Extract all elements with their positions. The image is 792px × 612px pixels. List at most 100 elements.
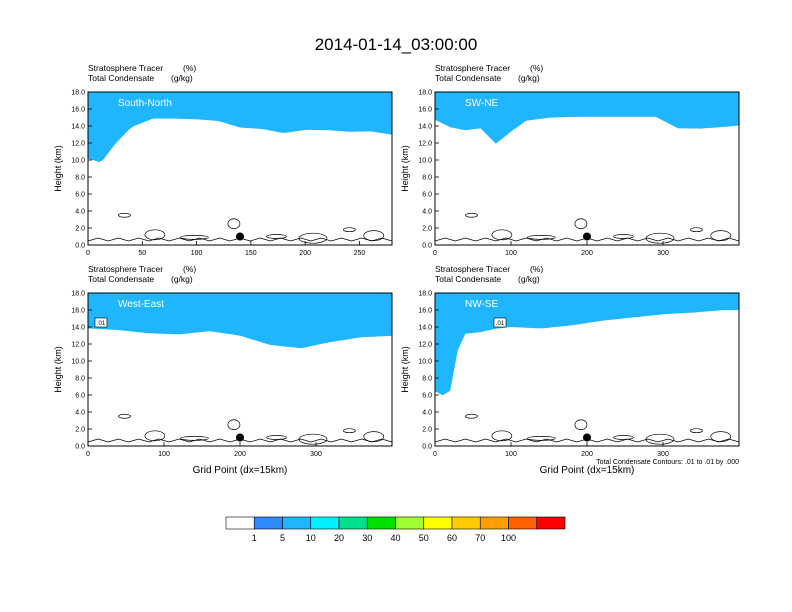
y-tick-label: 8.0 xyxy=(422,376,432,383)
left-string-2: Total Condensate xyxy=(435,73,501,83)
x-tick-label: 100 xyxy=(505,451,517,458)
y-tick-label: 4.0 xyxy=(75,410,85,417)
y-axis-label: Height (km) xyxy=(400,346,410,393)
y-tick-label: 0.0 xyxy=(75,243,85,250)
y-tick-label: 4.0 xyxy=(422,209,432,216)
y-tick-label: 0.0 xyxy=(422,243,432,250)
x-tick-label: 100 xyxy=(191,250,203,257)
contour-loop xyxy=(266,234,287,239)
contour-info-note: Total Condensate Contours: .01 to .01 by… xyxy=(596,459,739,466)
y-tick-label: 2.0 xyxy=(75,427,85,434)
colorbar-box xyxy=(310,516,340,530)
left-string-1: Stratosphere Tracer xyxy=(88,264,163,274)
y-tick-label: 16.0 xyxy=(418,107,432,114)
right-string-1: (%) xyxy=(183,264,196,274)
y-tick-label: 16.0 xyxy=(71,308,85,315)
colorbar-label: 60 xyxy=(447,533,457,543)
x-tick-label: 0 xyxy=(86,250,90,257)
colorbar-box xyxy=(338,516,368,530)
y-tick-label: 2.0 xyxy=(75,226,85,233)
x-tick-label: 50 xyxy=(138,250,146,257)
tracer-fill xyxy=(435,92,739,144)
contour-label-box xyxy=(94,317,108,328)
y-tick-label: 10.0 xyxy=(71,359,85,366)
y-tick-label: 14.0 xyxy=(418,124,432,131)
y-tick-label: 6.0 xyxy=(75,393,85,400)
contour-loop xyxy=(118,413,131,419)
x-tick-label: 250 xyxy=(354,250,366,257)
panel-1: 0.0 2.0 4.0 6.0 8.0 10.0 12.0 14.0 16.0 18.0 0 50 10… xyxy=(53,63,393,257)
contour-loop xyxy=(491,430,513,442)
right-string-2: (g/kg) xyxy=(171,274,193,284)
colorbar-box xyxy=(282,516,312,530)
y-tick-label: 10.0 xyxy=(71,158,85,165)
colorbar: 1 5 10 20 30 40 50 60 70 100 xyxy=(225,516,566,543)
panels: 0.0 2.0 4.0 6.0 8.0 10.0 12.0 14.0 16.0 18.0 0 50 10… xyxy=(53,63,740,476)
y-tick-label: 12.0 xyxy=(418,141,432,148)
contour-loop xyxy=(144,229,166,241)
y-tick-label: 6.0 xyxy=(422,192,432,199)
contour-loop xyxy=(690,428,703,434)
station-marker xyxy=(236,232,244,241)
colorbar-box xyxy=(366,516,396,530)
left-string-2: Total Condensate xyxy=(435,274,501,284)
x-tick-label: 100 xyxy=(505,250,517,257)
right-string-1: (%) xyxy=(530,63,543,73)
plot-frame xyxy=(87,91,393,246)
panel-label: NW-SE xyxy=(465,299,498,310)
station-marker xyxy=(583,433,591,442)
y-tick-label: 6.0 xyxy=(75,192,85,199)
y-axis-label: Height (km) xyxy=(400,145,410,192)
y-tick-label: 10.0 xyxy=(418,359,432,366)
contour-loop xyxy=(690,227,703,233)
contour-loop xyxy=(227,218,241,230)
right-string-2: (g/kg) xyxy=(518,73,540,83)
right-string-1: (%) xyxy=(530,264,543,274)
contour-loop xyxy=(613,234,634,239)
colorbar-label: 30 xyxy=(362,533,372,543)
colorbar-label: 1 xyxy=(252,533,257,543)
panel-4: 0.0 2.0 4.0 6.0 8.0 10.0 12.0 14.0 16.0 18.0 0 100 2… xyxy=(400,264,740,476)
y-tick-label: 16.0 xyxy=(418,308,432,315)
left-string-1: Stratosphere Tracer xyxy=(88,63,163,73)
colorbar-label: 40 xyxy=(390,533,400,543)
colorbar-label: 70 xyxy=(475,533,485,543)
colorbar-box xyxy=(423,516,453,530)
x-axis-label: Grid Point (dx=15km) xyxy=(540,465,635,476)
panel-label: South-North xyxy=(118,98,172,109)
right-string-1: (%) xyxy=(183,63,196,73)
figure-title: 2014-01-14_03:00:00 xyxy=(315,35,478,54)
panel-label: West-East xyxy=(118,299,164,310)
y-tick-label: 2.0 xyxy=(422,427,432,434)
colorbar-box xyxy=(451,516,481,530)
tracer-band-10 xyxy=(88,92,392,163)
y-tick-label: 14.0 xyxy=(71,325,85,332)
y-tick-label: 14.0 xyxy=(418,325,432,332)
tracer-band-10 xyxy=(435,92,739,144)
colorbar-box xyxy=(225,516,255,530)
contour-loop xyxy=(144,430,166,442)
tracer-band-10 xyxy=(435,293,739,396)
colorbar-label: 5 xyxy=(280,533,285,543)
right-string-2: (g/kg) xyxy=(171,73,193,83)
contour-loop xyxy=(491,229,513,241)
colorbar-box xyxy=(253,516,283,530)
y-tick-label: 18.0 xyxy=(71,90,85,97)
x-tick-label: 100 xyxy=(158,451,170,458)
colorbar-label: 50 xyxy=(419,533,429,543)
y-tick-label: 12.0 xyxy=(71,141,85,148)
y-tick-label: 18.0 xyxy=(71,291,85,298)
contour-loop xyxy=(465,212,478,218)
left-string-1: Stratosphere Tracer xyxy=(435,264,510,274)
contour-loop xyxy=(613,435,634,440)
tracer-fill xyxy=(88,293,392,349)
contour-loop xyxy=(118,212,131,218)
colorbar-box xyxy=(479,516,509,530)
y-axis-label: Height (km) xyxy=(53,145,63,192)
contour-loop xyxy=(465,413,478,419)
x-tick-label: 0 xyxy=(433,250,437,257)
contour-loop xyxy=(574,419,588,431)
y-tick-label: 8.0 xyxy=(75,376,85,383)
panel-3: 0.0 2.0 4.0 6.0 8.0 10.0 12.0 14.0 16.0 18.0 0 100 2… xyxy=(53,264,393,476)
